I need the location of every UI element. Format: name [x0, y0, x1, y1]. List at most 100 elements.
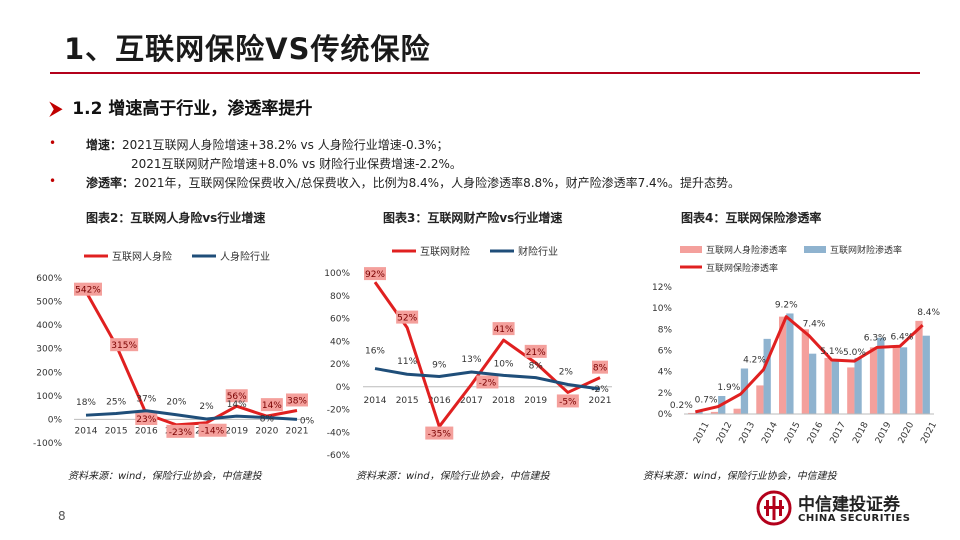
data-label: 0.2%: [670, 401, 693, 411]
data-label: 52%: [397, 314, 417, 324]
chart2-source: 资料来源：wind，保险行业协会，中信建投: [68, 471, 262, 482]
data-label: 8%: [260, 415, 275, 425]
x-tick-label: 2014: [75, 426, 98, 436]
title-divider: [50, 72, 920, 74]
series-line: [374, 367, 601, 391]
bar-life-penetration: [688, 412, 696, 414]
data-label: 9.2%: [775, 301, 798, 311]
x-tick-label: 2013: [738, 420, 758, 445]
x-tick-label: 2016: [806, 420, 826, 445]
y-tick-label: 4%: [658, 368, 673, 378]
bar-property-penetration: [831, 360, 839, 414]
data-label: 315%: [111, 341, 137, 351]
data-label: 6.3%: [864, 333, 887, 343]
y-tick-label: 100%: [324, 269, 350, 279]
data-label: 37%: [136, 395, 156, 405]
page-title: 1、互联网保险VS传统保险: [64, 32, 431, 66]
data-label: 41%: [494, 325, 514, 335]
brand-name-en: CHINA SECURITIES: [798, 513, 911, 524]
data-label: 0.7%: [695, 396, 718, 406]
x-tick-label: 2020: [897, 420, 917, 445]
data-label-box: [492, 322, 515, 336]
y-tick-label: 80%: [330, 292, 350, 302]
x-tick-label: 2016: [428, 396, 451, 406]
bar-property-penetration: [763, 338, 771, 414]
data-label: 14%: [262, 401, 282, 411]
data-label: 1.9%: [717, 383, 740, 393]
y-tick-label: 8%: [658, 325, 673, 335]
bullet-dot-icon: •: [49, 174, 57, 188]
bar-life-penetration: [847, 367, 855, 414]
chart2-title: 图表2：互联网人身险vs行业增速: [86, 211, 266, 225]
y-tick-label: 12%: [652, 283, 672, 293]
citic-logo-icon: [756, 490, 792, 526]
data-label: 2%: [559, 367, 574, 377]
y-tick-label: 40%: [330, 337, 350, 347]
data-label: 56%: [227, 392, 247, 402]
data-label: 11%: [397, 357, 417, 367]
series-line: [373, 281, 601, 429]
x-tick-label: 2021: [286, 426, 309, 436]
legend-swatch: [680, 246, 702, 253]
x-tick-label: 2019: [524, 396, 547, 406]
x-tick-label: 2015: [396, 396, 419, 406]
bullet-label: 渗透率：: [86, 176, 135, 190]
total-penetration-line: [695, 315, 924, 414]
data-label: -5%: [559, 397, 577, 407]
x-tick-label: 2021: [919, 420, 939, 445]
chart-life-growth: 互联网人身险 人身险行业 -100% 0% 100% 200% 300% 400% 500% 60…: [33, 250, 315, 449]
x-tick-label: 2019: [225, 426, 248, 436]
series-line: [85, 409, 298, 421]
bullet-growth-life: • 增速：2021互联网人身险增速+38.2% vs 人身险行业增速-0.3%；: [49, 136, 449, 153]
data-label-box: [110, 338, 139, 352]
x-tick-label: 2014: [760, 420, 780, 445]
series-line: [84, 290, 298, 427]
bar-property-penetration: [786, 313, 794, 414]
data-label: 25%: [106, 398, 126, 408]
bar-property-penetration: [877, 337, 885, 414]
x-tick-label: 2015: [783, 420, 803, 445]
legend-label: 互联网财险渗透率: [830, 244, 902, 256]
x-tick-label: 2020: [255, 426, 278, 436]
bar-property-penetration: [899, 347, 908, 414]
chart3-title: 图表3：互联网财产险vs行业增速: [383, 211, 563, 225]
bar-property-penetration: [854, 357, 862, 414]
bar-life-penetration: [710, 411, 719, 414]
chart4-title: 图表4：互联网保险渗透率: [681, 211, 822, 225]
data-label: 10%: [494, 359, 514, 369]
y-tick-label: 60%: [330, 315, 350, 325]
data-label: 18%: [76, 398, 96, 408]
data-label: 38%: [287, 396, 307, 406]
data-label: 16%: [365, 347, 385, 357]
data-label: 13%: [461, 355, 481, 365]
bar-property-penetration: [809, 353, 817, 414]
data-label: -2%: [479, 378, 497, 388]
x-tick-label: 2015: [105, 426, 128, 436]
y-tick-label: 0%: [336, 383, 351, 393]
x-tick-label: 2012: [715, 420, 735, 445]
y-tick-label: 6%: [658, 347, 673, 357]
y-tick-label: 200%: [36, 368, 62, 378]
y-tick-label: 100%: [36, 392, 62, 402]
x-tick-label: 2018: [492, 396, 515, 406]
bullet-dot-icon: •: [49, 136, 57, 150]
data-label: -35%: [428, 430, 452, 440]
data-label-box: [556, 394, 579, 408]
chart3-source: 资料来源：wind，保险行业协会，中信建投: [356, 471, 550, 482]
data-label: 92%: [365, 270, 385, 280]
data-label: 5.1%: [820, 347, 843, 357]
data-label: 21%: [526, 348, 546, 358]
data-label-box: [260, 398, 283, 412]
legend-label: 互联网人身险渗透率: [706, 244, 787, 256]
bullet-text: 2021互联网人身险增速+38.2% vs 人身险行业增速-0.3%；: [122, 138, 449, 152]
bar-life-penetration: [756, 385, 764, 414]
x-tick-label: 2021: [589, 396, 612, 406]
bar-life-penetration: [915, 320, 923, 414]
data-label: 0%: [300, 416, 315, 426]
section-subtitle-text: 1.2 增速高于行业，渗透率提升: [72, 99, 313, 119]
data-label-box: [364, 267, 386, 281]
x-tick-label: 2011: [692, 420, 712, 445]
x-tick-label: 2019: [874, 420, 894, 445]
y-tick-label: 20%: [330, 360, 350, 370]
chart4-source: 资料来源：wind，保险行业协会，中信建投: [643, 471, 837, 482]
